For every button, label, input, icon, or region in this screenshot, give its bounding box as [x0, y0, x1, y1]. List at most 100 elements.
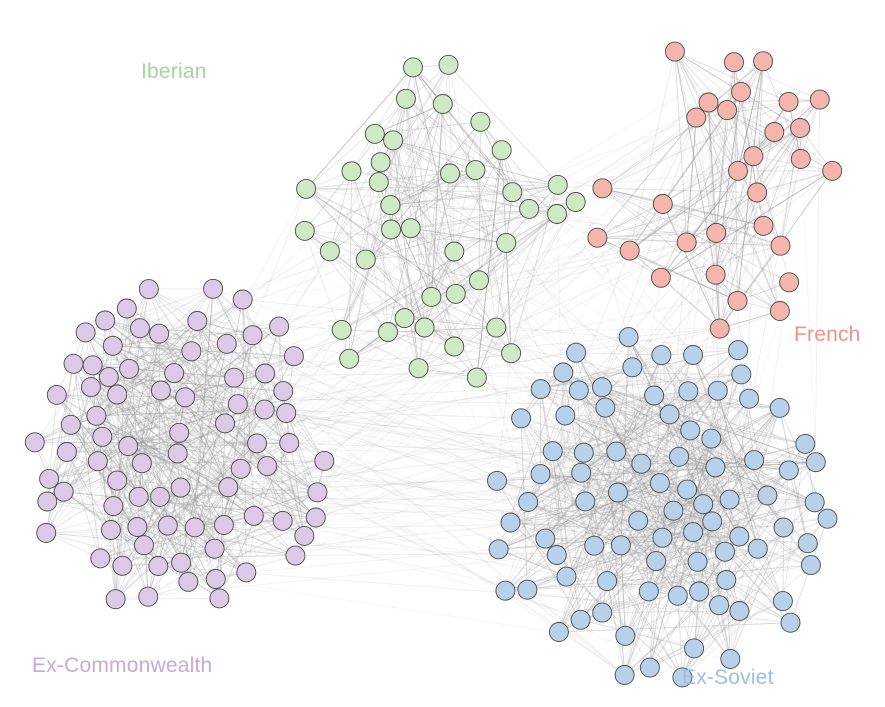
edge [113, 343, 228, 507]
edge [143, 377, 235, 546]
node-ex-soviet [652, 527, 673, 548]
edge [34, 365, 93, 443]
edge [763, 127, 801, 227]
node-ex-commonwealth [255, 363, 276, 384]
edge [780, 127, 801, 246]
edge [70, 299, 243, 426]
edge [649, 438, 712, 668]
edge [387, 327, 497, 333]
edge [526, 407, 606, 590]
node-ex-soviet [701, 428, 722, 449]
edge [498, 482, 661, 550]
edge [147, 486, 229, 597]
edge [351, 170, 750, 400]
node-ex-commonwealth [149, 323, 170, 344]
edge [476, 150, 503, 378]
node-iberian [341, 161, 362, 182]
edge [48, 394, 58, 479]
edge [424, 251, 455, 328]
node-ex-commonwealth [230, 458, 251, 479]
node-ex-soviet [731, 364, 752, 385]
edge [128, 442, 258, 447]
edge [717, 390, 759, 549]
edge [674, 51, 717, 233]
edge [686, 117, 697, 243]
edge [48, 394, 118, 480]
edge [724, 398, 750, 552]
edge [112, 345, 317, 518]
edge [147, 487, 182, 597]
edge [233, 188, 307, 378]
edge [565, 415, 768, 496]
edge [800, 99, 821, 160]
node-ex-commonwealth [215, 413, 235, 434]
edge [173, 372, 317, 518]
node-iberian [465, 160, 486, 181]
edge [157, 453, 179, 567]
edge [63, 386, 92, 492]
node-iberian [501, 343, 522, 364]
node-iberian [383, 130, 404, 151]
edge [529, 208, 781, 247]
edge [662, 467, 716, 538]
edge [404, 251, 455, 319]
edge [724, 551, 791, 624]
edge [215, 335, 254, 580]
edge [617, 456, 680, 493]
node-french [650, 267, 671, 288]
edge [223, 443, 258, 526]
edge [115, 597, 220, 600]
edge [581, 472, 726, 553]
edge [674, 51, 781, 312]
node-ex-soviet [646, 551, 667, 572]
edge [138, 496, 159, 567]
node-ex-soviet [672, 667, 693, 688]
node-ex-commonwealth [86, 405, 107, 426]
edge [660, 170, 833, 279]
edge [66, 451, 123, 566]
edge [412, 67, 455, 252]
edge [814, 99, 821, 503]
edge [73, 250, 630, 365]
node-french [790, 118, 811, 138]
edge [351, 170, 576, 203]
edge [390, 103, 444, 206]
label-ex-commonwealth: Ex-Commonwealth [32, 654, 213, 677]
edge [692, 354, 791, 623]
node-french [619, 240, 640, 261]
edge [593, 463, 642, 546]
edge [341, 103, 444, 331]
edge [496, 463, 642, 482]
edge [649, 391, 689, 668]
edge [224, 422, 784, 602]
edge [392, 140, 455, 347]
edge [692, 354, 768, 496]
edge [527, 374, 742, 503]
node-iberian [502, 182, 523, 203]
edge [729, 499, 784, 528]
edge [674, 51, 742, 93]
edge [624, 647, 695, 676]
edge [682, 610, 740, 678]
node-french [779, 272, 800, 293]
edge [453, 121, 481, 252]
edge [49, 478, 639, 522]
node-french [743, 146, 764, 167]
edge [649, 600, 784, 669]
edge [387, 103, 444, 333]
node-ex-commonwealth [105, 589, 126, 610]
edge [115, 554, 557, 600]
edge [341, 329, 419, 369]
edge [108, 376, 284, 392]
edge [585, 501, 657, 562]
edge [45, 351, 192, 534]
edge [476, 184, 559, 378]
edge [496, 461, 816, 482]
edge [719, 245, 781, 329]
node-ex-commonwealth [178, 571, 199, 592]
edge [160, 241, 687, 391]
edge [139, 327, 290, 444]
edge [143, 487, 182, 546]
edge [139, 327, 287, 414]
